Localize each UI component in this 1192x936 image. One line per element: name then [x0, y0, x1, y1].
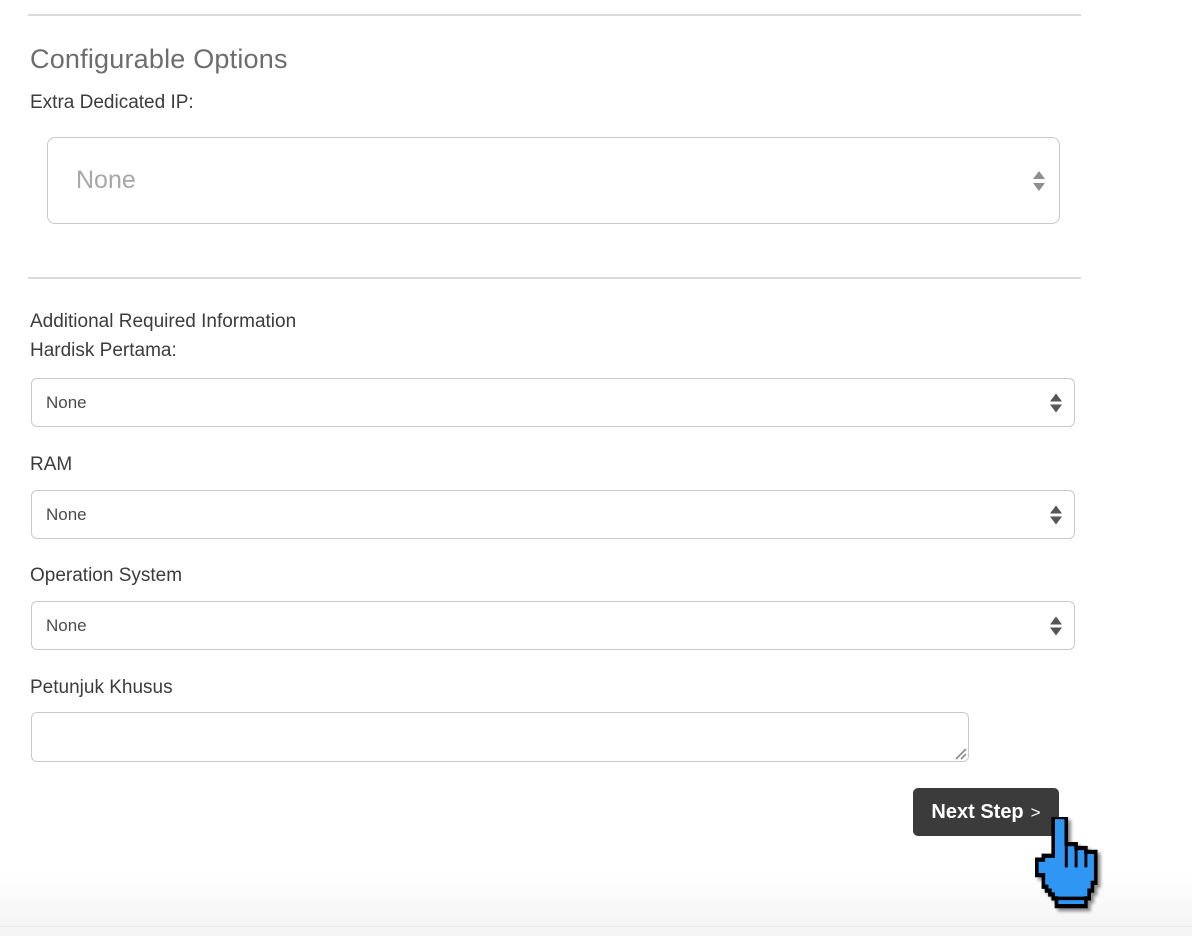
select-spinner-icon — [1050, 505, 1062, 524]
bottom-gradient — [0, 870, 1192, 926]
operation-system-select[interactable]: None — [31, 601, 1075, 650]
arrow-up-icon — [1050, 505, 1062, 513]
configurable-options-heading: Configurable Options — [30, 44, 288, 74]
select-value: None — [46, 392, 87, 412]
next-step-button[interactable]: Next Step > — [913, 788, 1059, 836]
petunjuk-khusus-field — [31, 712, 969, 762]
arrow-down-icon — [1033, 182, 1045, 191]
hardisk-pertama-label: Hardisk Pertama: — [30, 340, 177, 361]
petunjuk-khusus-textarea[interactable] — [31, 712, 969, 762]
select-spinner-icon — [1050, 616, 1062, 635]
top-section-divider — [28, 14, 1081, 16]
arrow-up-icon — [1050, 616, 1062, 624]
select-value: None — [46, 504, 87, 524]
select-spinner-icon — [1050, 393, 1062, 412]
next-step-button-label: Next Step — [931, 800, 1024, 823]
extra-dedicated-ip-label: Extra Dedicated IP: — [30, 92, 194, 113]
operation-system-label: Operation System — [30, 565, 183, 586]
mid-section-divider — [28, 277, 1081, 279]
arrow-down-icon — [1050, 516, 1062, 524]
ram-select[interactable]: None — [31, 490, 1075, 539]
select-spinner-icon — [1033, 170, 1045, 191]
chevron-right-icon: > — [1030, 802, 1041, 822]
ram-label: RAM — [30, 454, 73, 475]
arrow-down-icon — [1050, 404, 1062, 412]
arrow-down-icon — [1050, 627, 1062, 635]
bottom-strip — [0, 926, 1192, 936]
select-value: None — [46, 615, 87, 635]
arrow-up-icon — [1050, 393, 1062, 401]
arrow-up-icon — [1033, 170, 1045, 179]
extra-dedicated-ip-select[interactable]: None — [47, 137, 1060, 224]
petunjuk-khusus-label: Petunjuk Khusus — [30, 677, 173, 698]
hardisk-pertama-select[interactable]: None — [31, 378, 1075, 427]
select-value: None — [76, 166, 136, 194]
additional-required-information-heading: Additional Required Information — [30, 311, 297, 332]
